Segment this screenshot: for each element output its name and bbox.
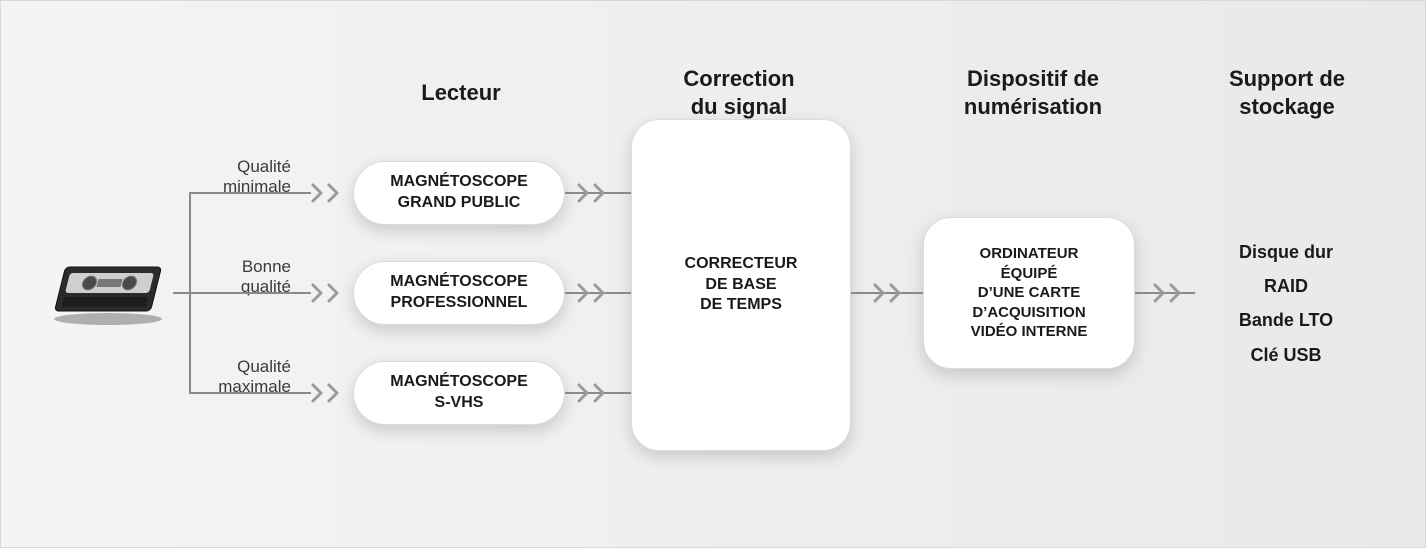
node-reader-consumer: MAGNÉTOSCOPE GRAND PUBLIC [353, 161, 565, 225]
heading-storage: Support de stockage [1197, 65, 1377, 120]
digitization-flowchart: Lecteur Correction du signal Dispositif … [0, 0, 1426, 548]
connector-branch-good [189, 292, 311, 294]
chevron-right-icon [311, 183, 341, 203]
node-reader-svhs: MAGNÉTOSCOPE S-VHS [353, 361, 565, 425]
heading-digitizer: Dispositif de numérisation [933, 65, 1133, 120]
vhs-cassette-icon [43, 261, 173, 327]
storage-item: Bande LTO [1201, 303, 1371, 337]
chevron-right-icon [311, 283, 341, 303]
heading-corrector: Correction du signal [659, 65, 819, 120]
heading-reader: Lecteur [401, 79, 521, 107]
storage-item: RAID [1201, 269, 1371, 303]
connector-cassette-out [173, 292, 189, 294]
chevron-right-icon [311, 383, 341, 403]
connector-branch-min [189, 192, 311, 194]
chevron-right-icon [577, 383, 607, 403]
storage-item: Disque dur [1201, 235, 1371, 269]
chevron-right-icon [1153, 283, 1183, 303]
storage-item: Clé USB [1201, 338, 1371, 372]
node-reader-pro: MAGNÉTOSCOPE PROFESSIONNEL [353, 261, 565, 325]
chevron-right-icon [577, 183, 607, 203]
chevron-right-icon [873, 283, 903, 303]
chevron-right-icon [577, 283, 607, 303]
node-corrector: CORRECTEUR DE BASE DE TEMPS [631, 119, 851, 451]
connector-branch-max [189, 392, 311, 394]
node-digitizer: ORDINATEUR ÉQUIPÉ D’UNE CARTE D’ACQUISIT… [923, 217, 1135, 369]
storage-options: Disque durRAIDBande LTOClé USB [1201, 235, 1371, 372]
